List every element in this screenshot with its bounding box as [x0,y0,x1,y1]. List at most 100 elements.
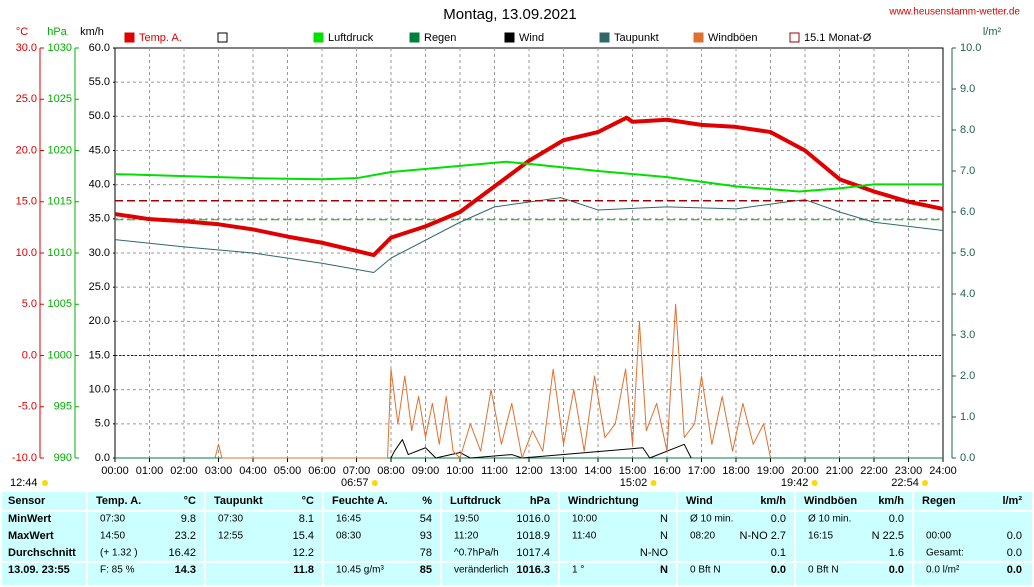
annotation-icon [922,480,929,486]
x-tick-label: 01:00 [136,465,164,477]
y-tick-label: 35.0 [89,213,110,225]
y-tick-label: 7.0 [960,165,975,177]
y-tick-label: 25.0 [16,93,37,105]
table-cell: 08:30 [336,531,361,542]
y-tick-label: 1030 [48,42,72,54]
annotation: 15:02 [620,477,648,489]
x-tick-label: 21:00 [826,465,854,477]
table-cell: 0 Bft N [690,565,721,576]
series-line [214,303,771,459]
table-cell: 0 Bft N [808,565,839,576]
table-value: N [660,513,668,525]
y-tick-label: 2.0 [960,370,975,382]
y-tick-label: 40.0 [89,179,110,191]
table-unit: °C [184,495,196,507]
legend-label: Wind [519,32,544,44]
row-label: Durchschnitt [8,547,76,559]
table-unit: hPa [530,495,551,507]
series-line [114,197,944,273]
x-tick-label: 11:00 [481,465,508,477]
table-cell: veränderlich [454,565,508,576]
x-tick-label: 08:00 [377,465,405,477]
table-cell: 10:00 [572,514,597,525]
y-tick-label: 6.0 [960,206,975,218]
table-header: Taupunkt [214,495,263,507]
table-value: N 22.5 [872,530,904,542]
table-value: 0.0 [889,513,904,525]
y-tick-label: 4.0 [960,288,975,300]
table-value: 93 [420,530,432,542]
x-tick-label: 10:00 [446,465,474,477]
table-header: Feuchte A. [332,495,388,507]
table-cell: ^0.7hPa/h [454,548,499,559]
y-tick-label: 1005 [48,298,72,310]
table-value: 0.0 [889,564,904,576]
axis-unit: km/h [80,26,104,38]
table-value: 0.0 [771,564,786,576]
y-tick-label: 9.0 [960,83,975,95]
axis-unit: l/m² [983,26,1002,38]
axis-unit: °C [16,26,28,38]
x-tick-label: 20:00 [791,465,819,477]
table-header: Regen [922,495,956,507]
y-tick-label: 5.0 [960,247,975,259]
table-cell: 19:50 [454,514,479,525]
axis-unit: hPa [47,26,67,38]
annotation-icon [42,480,48,486]
y-tick-label: 1010 [48,247,72,259]
x-tick-label: 04:00 [239,465,267,477]
table-value: 1017.4 [516,547,550,559]
annotation: 06:57 [341,477,369,489]
annotation: 19:42 [781,477,809,489]
x-tick-label: 05:00 [274,465,302,477]
table-value: N [660,530,668,542]
table-cell: Ø 10 min. [690,514,733,525]
y-tick-label: 20.0 [89,315,110,327]
table-value: 1018.9 [516,530,550,542]
table-cell: 08:20 [690,531,715,542]
legend-label: Windböen [708,32,758,44]
annotation: 12:44 [10,477,38,489]
row-label: 13.09. 23:55 [8,564,70,576]
y-tick-label: 15.0 [16,196,37,208]
table-value: 15.4 [293,530,314,542]
legend-label: Luftdruck [328,32,374,44]
table-bg [2,492,1032,585]
x-tick-label: 07:00 [343,465,371,477]
x-tick-label: 09:00 [412,465,440,477]
x-tick-label: 12:00 [515,465,543,477]
row-label: MinWert [8,513,52,525]
y-tick-label: 5.0 [95,418,110,430]
legend-swatch [504,32,515,43]
table-value: 54 [420,513,432,525]
table-value: 23.2 [175,530,196,542]
y-tick-label: 55.0 [89,76,110,88]
table-unit: % [422,495,432,507]
table-header: Sensor [8,495,46,507]
table-cell: Ø 10 min. [808,514,851,525]
y-tick-label: 10.0 [16,247,37,259]
y-tick-label: 25.0 [89,281,110,293]
annotation-icon [811,480,818,486]
y-tick-label: 45.0 [89,144,110,156]
table-header: Windrichtung [568,495,639,507]
legend-swatch [124,32,135,43]
y-tick-label: 50.0 [89,110,110,122]
table-header: Luftdruck [450,495,502,507]
y-tick-label: -5.0 [18,401,37,413]
series-line [390,439,692,459]
legend-label: Taupunkt [614,32,659,44]
y-tick-label: 30.0 [16,42,37,54]
table-value: N-NO 2.7 [740,530,786,542]
table-header: Windböen [804,495,857,507]
table-cell: 16:45 [336,514,361,525]
table-value: 14.3 [175,564,196,576]
x-tick-label: 13:00 [550,465,578,477]
table-unit: l/m² [1002,495,1022,507]
table-cell: 07:30 [100,514,125,525]
series-line [114,115,944,258]
x-tick-label: 06:00 [308,465,336,477]
table-header: Temp. A. [96,495,141,507]
y-tick-label: 5.0 [22,298,37,310]
table-cell: 12:55 [218,531,243,542]
